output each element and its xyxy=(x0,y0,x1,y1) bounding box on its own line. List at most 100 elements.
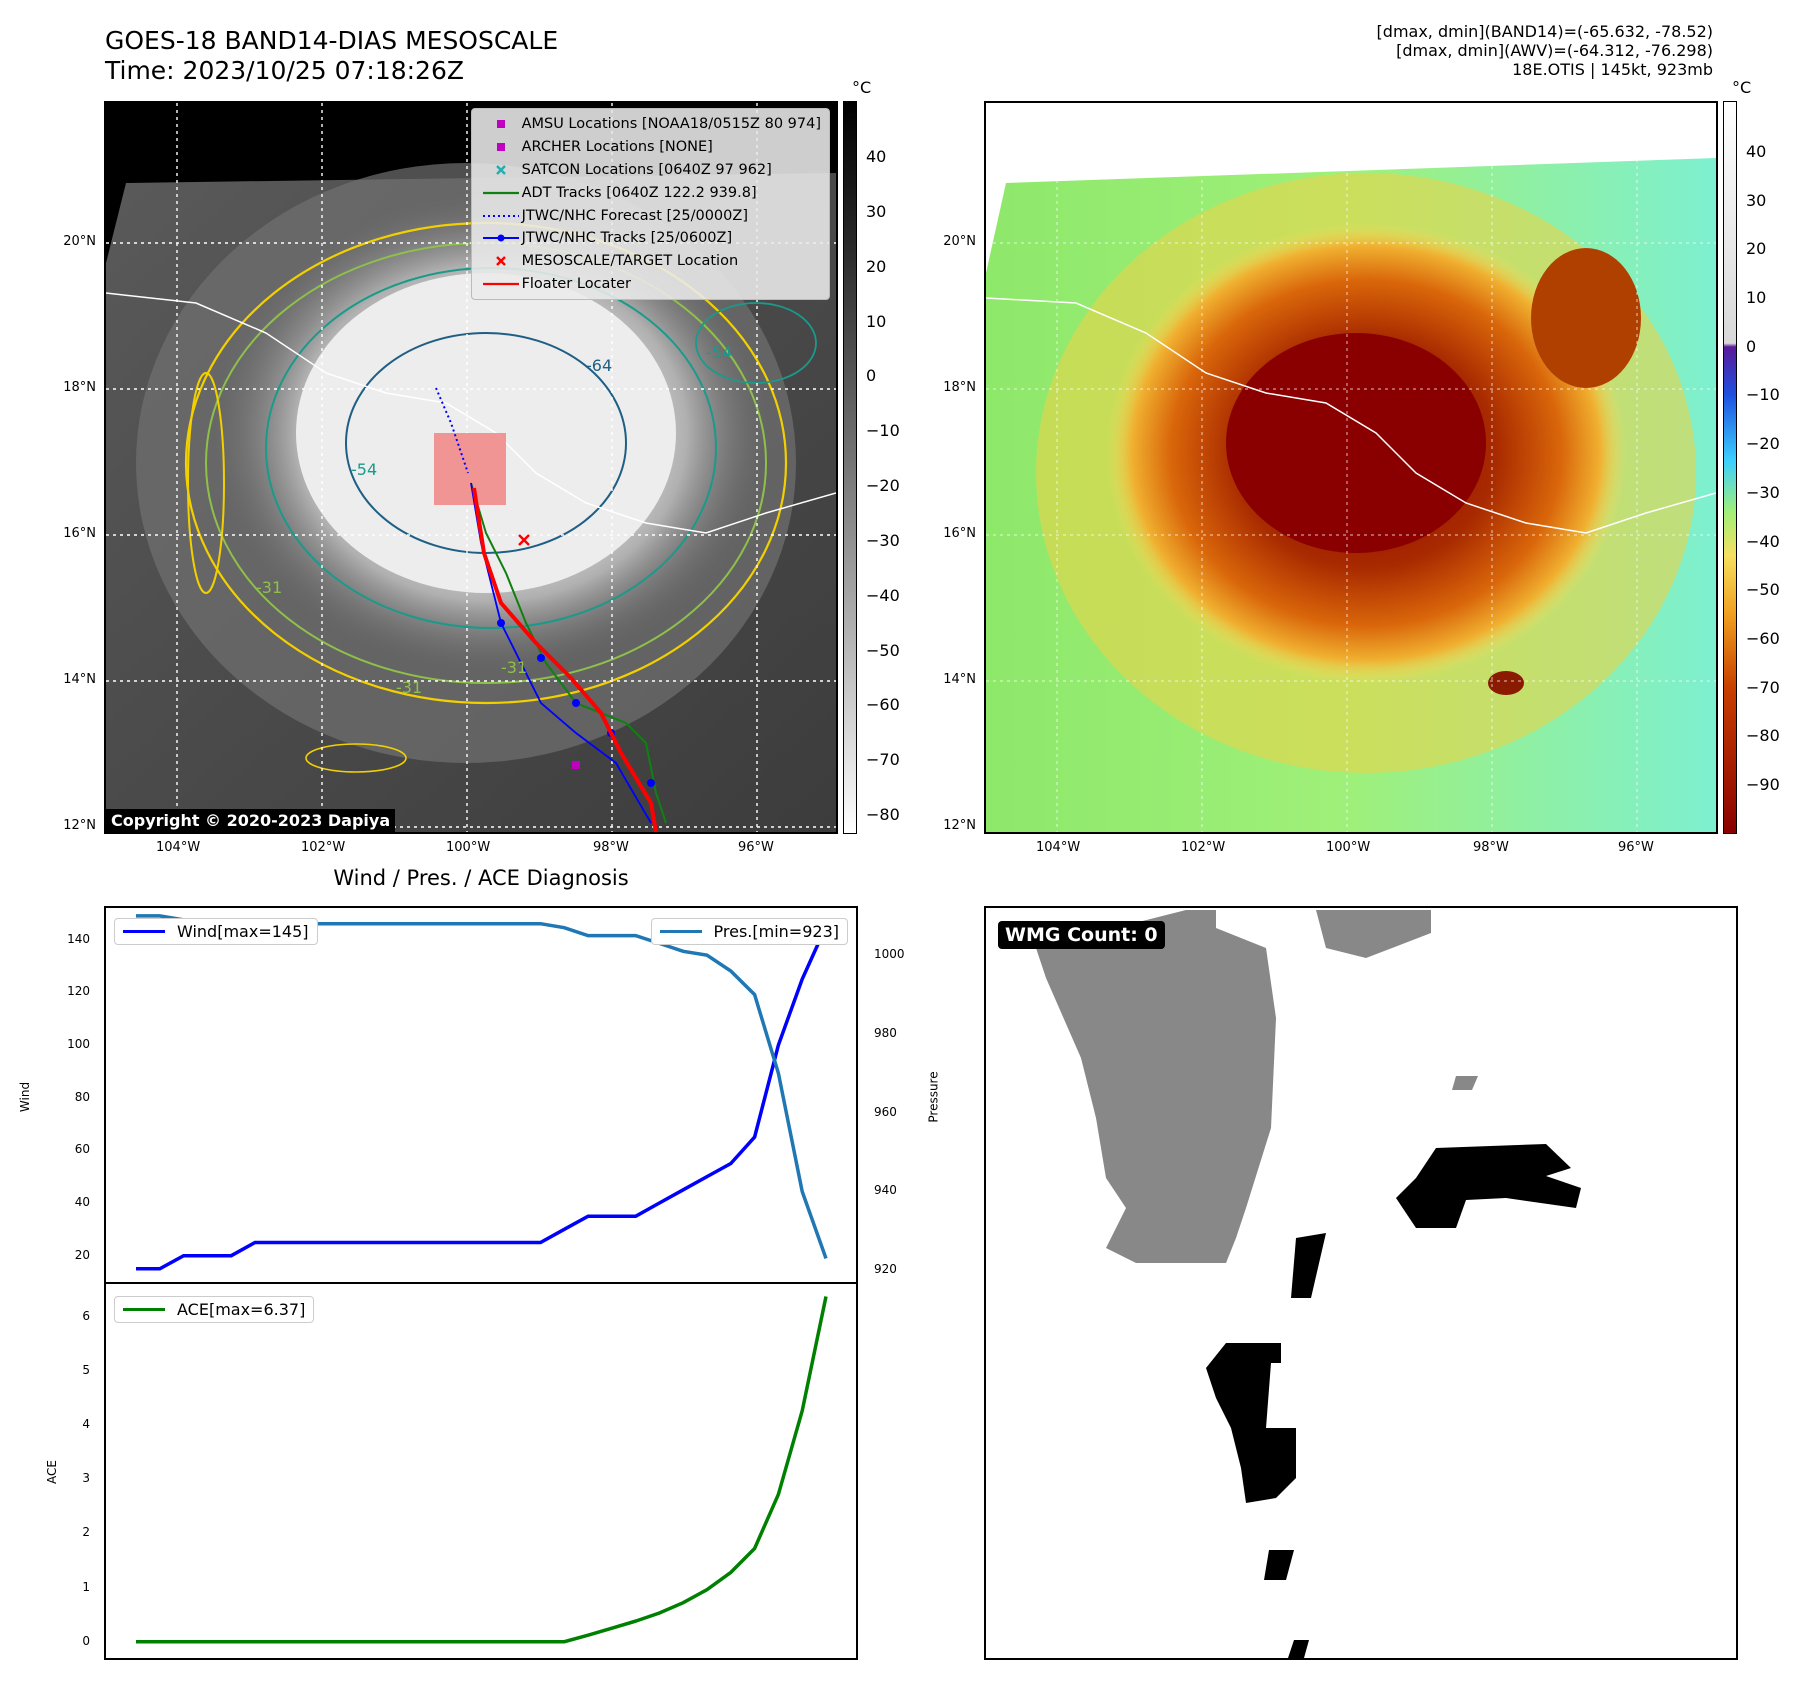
legend-label: ARCHER Locations [NONE] xyxy=(521,139,713,156)
info-line-3: 18E.OTIS | 145kt, 923mb xyxy=(1512,60,1713,79)
contour-label: -54 xyxy=(351,460,377,479)
diagnosis-title: Wind / Pres. / ACE Diagnosis xyxy=(333,866,629,890)
lat-label: 20°N xyxy=(943,234,976,249)
x-icon xyxy=(480,254,522,268)
contour-label: -31 xyxy=(501,658,527,677)
lon-label: 96°W xyxy=(1618,840,1654,855)
left-colorbar-ticks: 40 30 20 10 0 −10 −20 −30 −40 −50 −60 −70 −80 xyxy=(862,101,922,834)
pres-line-icon xyxy=(659,930,702,933)
colorbar-tick: 30 xyxy=(1746,190,1767,210)
axis-tick-label: 960 xyxy=(874,1104,897,1119)
colorbar-tick: −70 xyxy=(1746,677,1780,697)
colorbar-tick: −20 xyxy=(1746,434,1780,454)
colorbar-tick: −50 xyxy=(1746,580,1780,600)
intensity-info: [dmax, dmin](BAND14)=(-65.632, -78.52) [… xyxy=(1377,22,1713,79)
legend-entry: ARCHER Locations [NONE] xyxy=(480,136,821,159)
pres-legend: Pres.[min=923] xyxy=(650,918,848,945)
ace-panel: ACE[max=6.37] xyxy=(104,1282,858,1660)
right-colorbar-ticks: 40 30 20 10 0 −10 −20 −30 −40 −50 −60 −70 −80 −90 xyxy=(1742,101,1797,834)
colorbar-tick: −50 xyxy=(866,640,900,660)
amsu-marker xyxy=(572,761,580,769)
pressure-axis-label: Pressure xyxy=(926,1071,941,1123)
lon-label: 100°W xyxy=(1326,840,1371,855)
axis-tick-label: 60 xyxy=(74,1142,90,1157)
wind-pres-panel: Wind[max=145] Pres.[min=923] xyxy=(104,906,858,1284)
legend-label: JTWC/NHC Forecast [25/0000Z] xyxy=(521,207,748,224)
lon-label: 100°W xyxy=(446,840,491,855)
contour-label: -31 xyxy=(396,678,422,697)
legend-entry: SATCON Locations [0640Z 97 962] xyxy=(480,159,821,182)
colorbar-tick: 30 xyxy=(866,201,887,221)
awv-map-panel xyxy=(984,101,1718,834)
colorbar-tick: −30 xyxy=(1746,482,1780,502)
lat-label: 18°N xyxy=(943,380,976,395)
wind-series-line xyxy=(136,925,828,1271)
left-colorbar xyxy=(843,101,857,834)
ace-legend-label: ACE[max=6.37] xyxy=(177,1300,306,1319)
colorbar-tick: 40 xyxy=(1746,142,1767,161)
axis-tick-label: 0 xyxy=(82,1633,90,1648)
legend-entry: Floater Locater xyxy=(480,273,821,296)
axis-tick-label: 100 xyxy=(67,1036,90,1051)
lon-label: 96°W xyxy=(738,840,774,855)
ace-ticks: 6 5 4 3 2 1 0 xyxy=(40,1282,100,1660)
left-colorbar-unit: °C xyxy=(852,78,872,97)
legend-entry: AMSU Locations [NOAA18/0515Z 80 974] xyxy=(480,113,821,136)
wind-legend-label: Wind[max=145] xyxy=(177,922,309,941)
colorbar-tick: −20 xyxy=(866,476,900,495)
left-lat-labels: 20°N 18°N 16°N 14°N 12°N xyxy=(40,101,100,834)
axis-tick-label: 120 xyxy=(67,984,90,999)
ace-plot xyxy=(136,1296,828,1644)
wmg-count-badge: WMG Count: 0 xyxy=(998,921,1165,949)
ace-legend: ACE[max=6.37] xyxy=(114,1296,315,1323)
colorbar-tick: −60 xyxy=(866,695,900,715)
axis-tick-label: 980 xyxy=(874,1025,897,1040)
axis-tick-label: 5 xyxy=(82,1362,90,1377)
axis-tick-label: 4 xyxy=(82,1416,90,1431)
right-colorbar xyxy=(1723,101,1737,834)
legend-label: MESOSCALE/TARGET Location xyxy=(521,253,739,270)
colorbar-tick: 40 xyxy=(866,147,887,166)
info-line-1: [dmax, dmin](BAND14)=(-65.632, -78.52) xyxy=(1376,22,1713,41)
colorbar-tick: −10 xyxy=(866,421,900,441)
colorbar-tick: 10 xyxy=(1746,288,1767,308)
ir-map-panel: -64 -54 -54 -31 -31 -31 AMSU Locations [… xyxy=(104,101,838,834)
wind-legend: Wind[max=145] xyxy=(114,918,318,945)
square-icon xyxy=(480,140,522,154)
copyright-label: Copyright © 2020-2023 Dapiya xyxy=(106,809,396,832)
wmg-mask-image xyxy=(1036,910,1581,1658)
colorbar-tick: 20 xyxy=(866,256,887,276)
axis-tick-label: 1000 xyxy=(874,947,905,962)
axis-tick-label: 920 xyxy=(874,1262,897,1277)
colorbar-tick: −40 xyxy=(866,585,900,605)
right-colorbar-unit: °C xyxy=(1732,78,1752,97)
right-lat-labels: 20°N 18°N 16°N 14°N 12°N xyxy=(920,101,980,834)
line-icon xyxy=(480,186,522,200)
colorbar-tick: 0 xyxy=(1746,336,1757,356)
axis-tick-label: 140 xyxy=(67,931,90,946)
pres-legend-label: Pres.[min=923] xyxy=(713,922,839,941)
floater-box xyxy=(434,433,506,505)
legend-label: Floater Locater xyxy=(521,275,631,292)
axis-tick-label: 3 xyxy=(82,1471,90,1486)
colorbar-tick: 10 xyxy=(866,311,887,331)
colorbar-tick: −70 xyxy=(866,750,900,770)
wind-pres-plot xyxy=(136,914,828,1271)
contour-label: -31 xyxy=(256,578,282,597)
ace-series-line xyxy=(136,1296,828,1644)
axis-tick-label: 6 xyxy=(82,1308,90,1323)
lat-label: 18°N xyxy=(63,380,96,395)
target-x xyxy=(518,534,530,546)
contour-label: -54 xyxy=(706,343,732,362)
lon-label: 98°W xyxy=(593,840,629,855)
lat-label: 16°N xyxy=(943,526,976,541)
lat-label: 14°N xyxy=(63,672,96,687)
figure-title: GOES-18 BAND14-DIAS MESOSCALE Time: 2023… xyxy=(105,26,558,86)
lat-label: 16°N xyxy=(63,526,96,541)
line-icon xyxy=(480,277,522,291)
axis-tick-label: 40 xyxy=(74,1194,90,1209)
colorbar-tick: −80 xyxy=(866,805,900,824)
dotted-line-icon xyxy=(480,209,522,223)
lat-label: 14°N xyxy=(943,672,976,687)
x-icon xyxy=(480,163,522,177)
